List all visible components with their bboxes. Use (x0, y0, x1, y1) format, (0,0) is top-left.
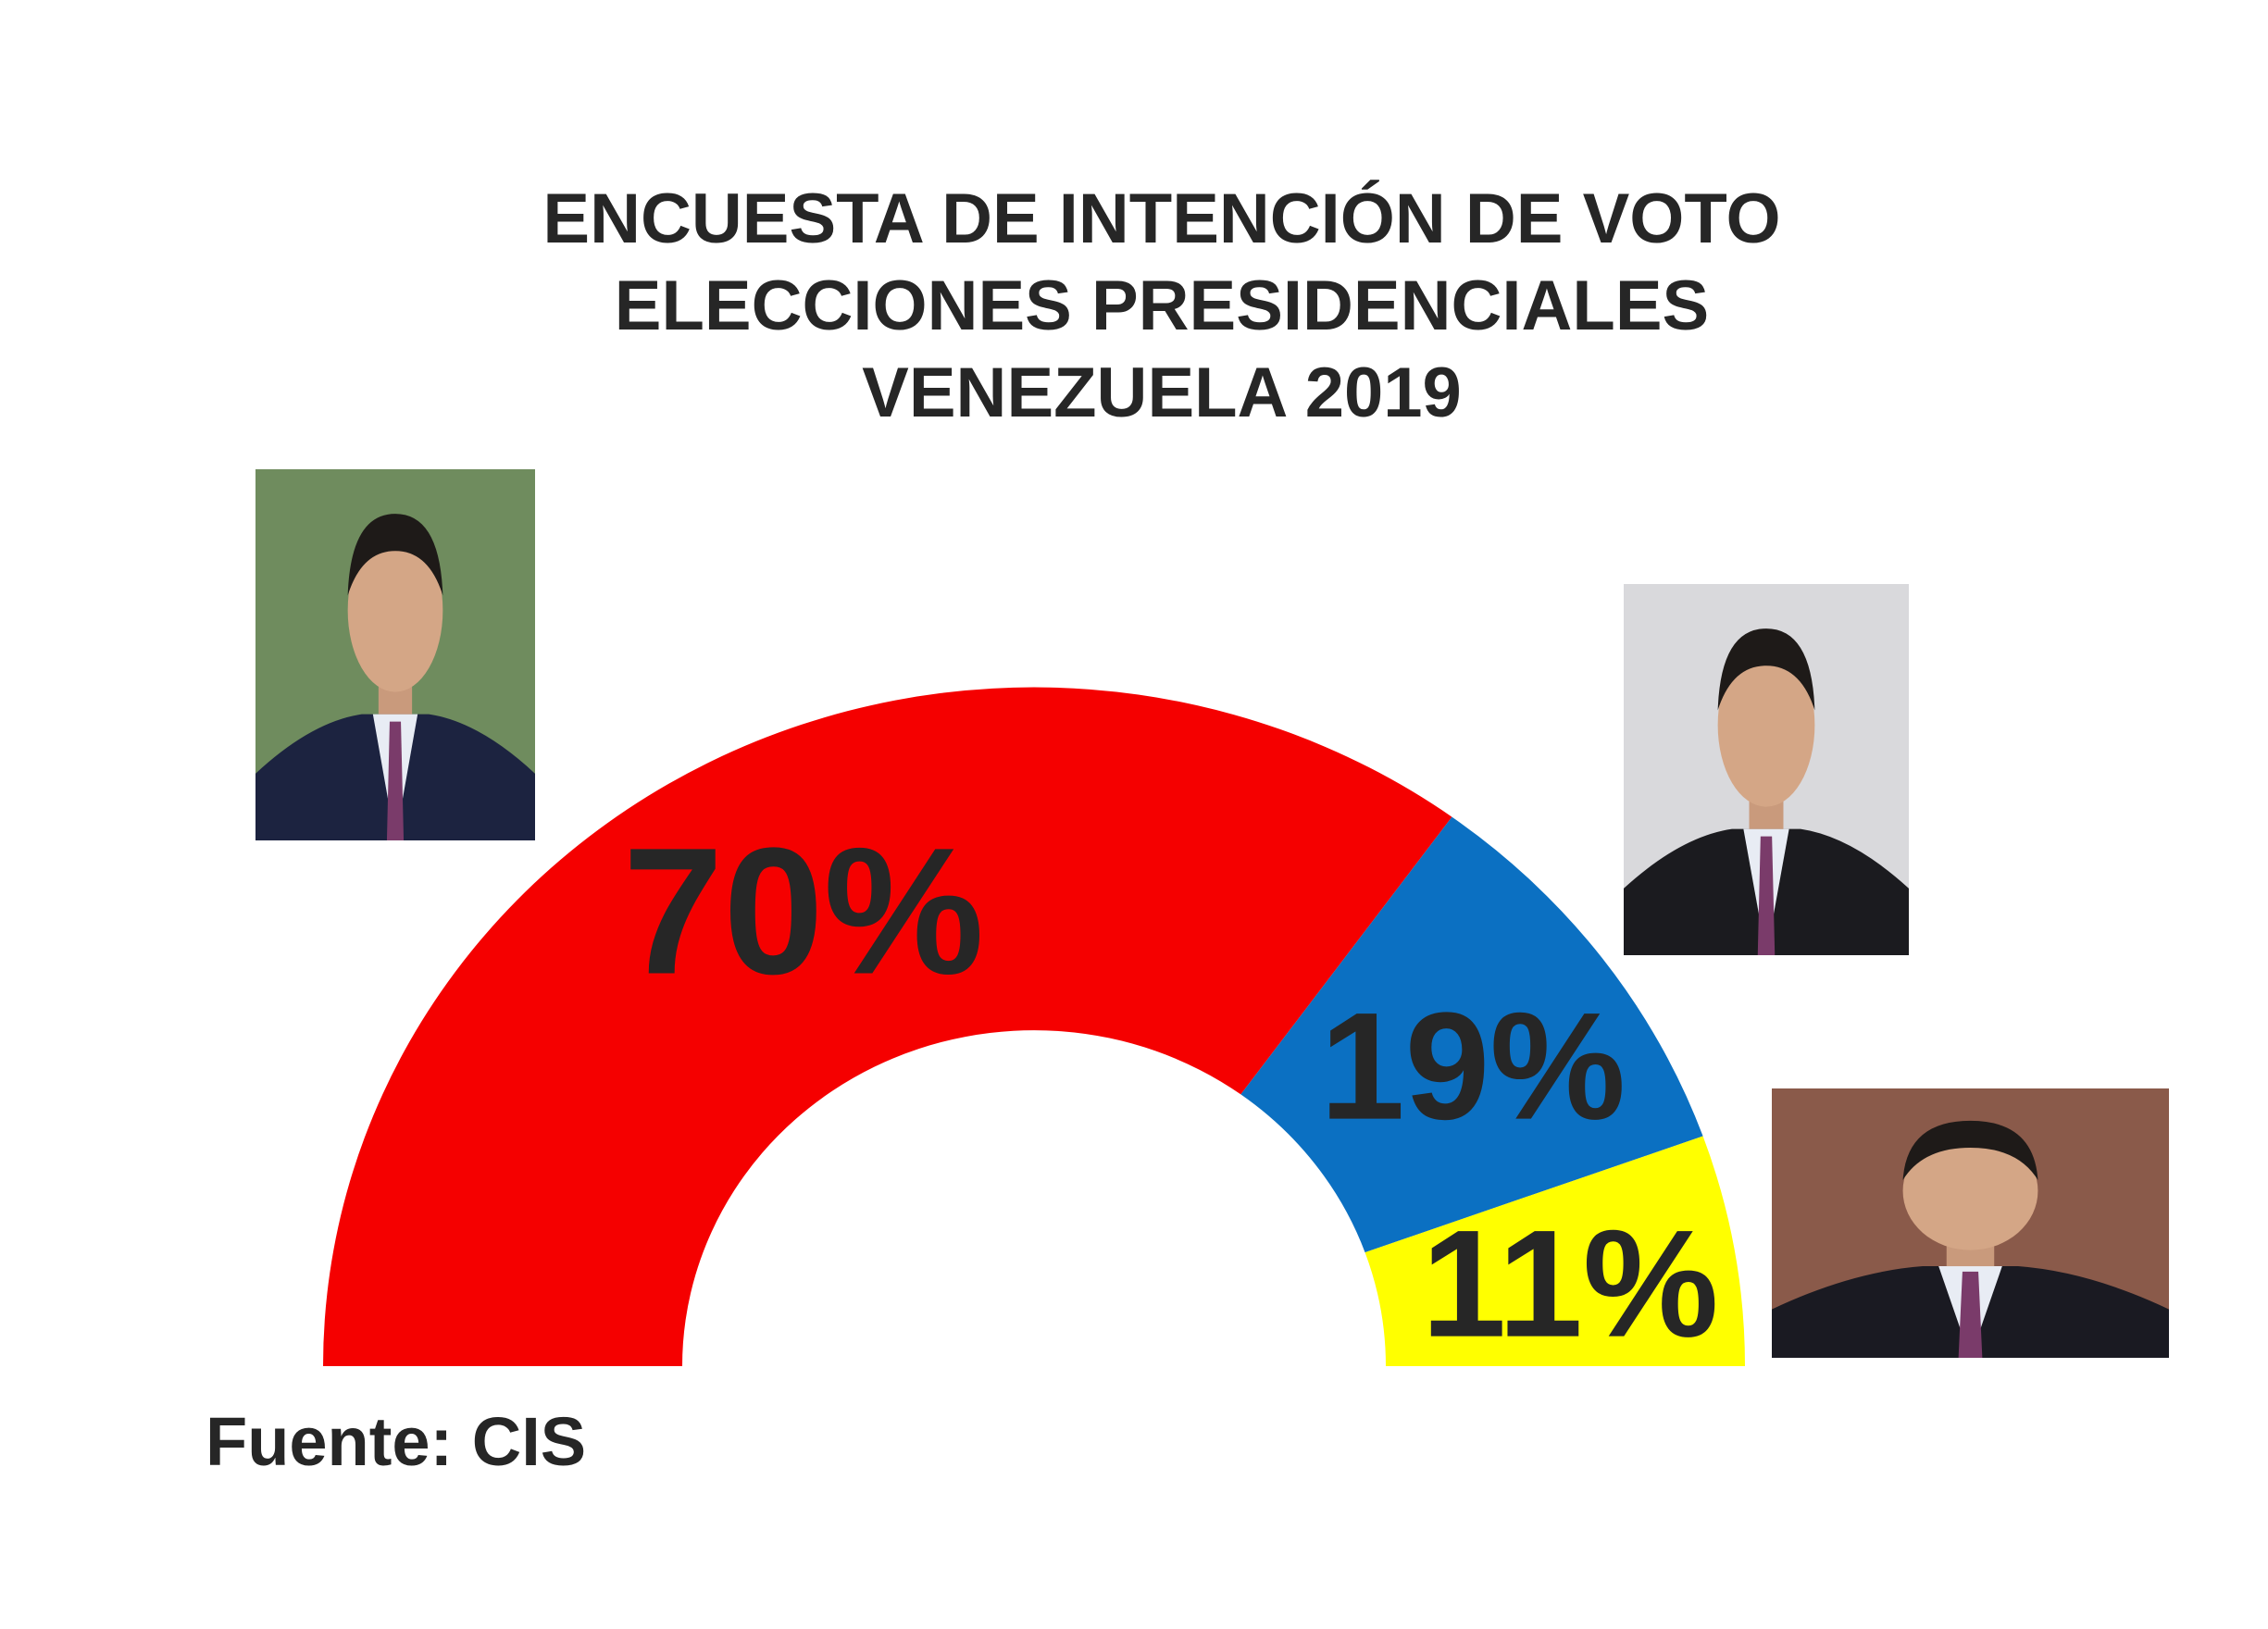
person-photo-icon (1772, 1088, 2169, 1358)
candidate-photo-2 (1624, 584, 1909, 955)
source-note: Fuente: CIS (206, 1403, 587, 1480)
candidate-photo-1 (255, 469, 535, 840)
person-photo-icon (255, 469, 535, 840)
donut-segment (323, 687, 1452, 1366)
segment-label: 70% (623, 811, 984, 1013)
title-line: VENEZUELA 2019 (862, 354, 1462, 432)
donut-segment (1240, 816, 1703, 1253)
segment-label: 19% (1320, 981, 1626, 1151)
chart-title: ENCUESTA DE INTENCIÓN DE VOTO ELECCIONES… (0, 176, 2268, 437)
title-line: ENCUESTA DE INTENCIÓN DE VOTO (542, 180, 1781, 258)
candidate-photo-3 (1772, 1088, 2169, 1358)
title-line: ELECCIONES PRESIDENCIALES (614, 267, 1710, 345)
person-photo-icon (1624, 584, 1909, 955)
donut-segment (1365, 1136, 1745, 1366)
segment-label: 11% (1421, 1199, 1718, 1369)
